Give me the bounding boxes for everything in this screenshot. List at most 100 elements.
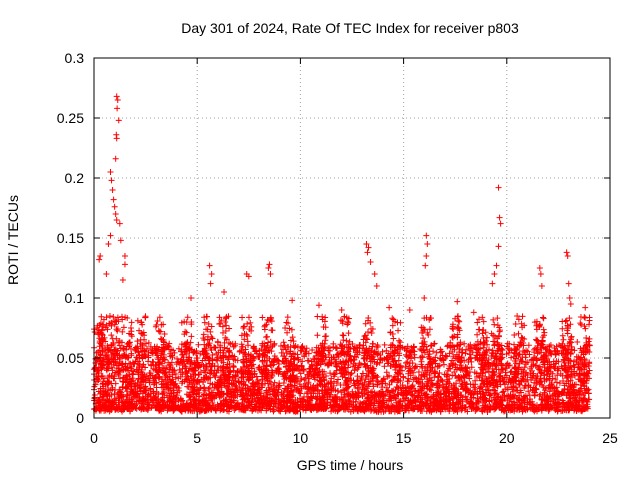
data-point <box>437 349 444 356</box>
data-point <box>281 342 288 349</box>
data-point <box>91 364 98 371</box>
data-point <box>97 394 104 401</box>
data-point <box>395 327 402 334</box>
data-point <box>553 358 560 365</box>
data-point <box>519 408 526 415</box>
data-point <box>305 357 312 364</box>
data-point <box>561 385 568 392</box>
data-point <box>224 390 231 397</box>
data-point <box>435 363 442 370</box>
data-point <box>486 346 493 353</box>
data-point <box>118 313 125 320</box>
data-point <box>161 394 168 401</box>
data-point <box>412 387 419 394</box>
data-point <box>504 340 511 347</box>
data-point <box>556 380 563 387</box>
data-points <box>91 93 593 415</box>
data-point <box>525 342 532 349</box>
data-point <box>247 319 254 326</box>
data-point <box>172 371 179 378</box>
data-point <box>470 394 477 401</box>
data-point <box>381 341 388 348</box>
data-point <box>98 313 105 320</box>
data-point <box>285 320 292 327</box>
data-point <box>151 380 158 387</box>
data-point <box>333 380 340 387</box>
data-point <box>184 314 191 321</box>
data-point <box>494 383 501 390</box>
data-point <box>128 350 135 357</box>
data-point <box>544 393 551 400</box>
data-point <box>391 353 398 360</box>
data-point <box>383 384 390 391</box>
data-point <box>415 369 422 376</box>
data-point <box>137 388 144 395</box>
data-point <box>230 343 237 350</box>
data-point <box>339 332 346 339</box>
data-point <box>386 381 393 388</box>
data-point <box>164 381 171 388</box>
data-point <box>351 353 358 360</box>
data-point <box>402 364 409 371</box>
data-point <box>467 341 474 348</box>
data-point <box>452 372 459 379</box>
data-point <box>432 369 439 376</box>
data-point <box>188 333 195 340</box>
data-point <box>211 372 218 379</box>
data-point <box>299 358 306 365</box>
data-point <box>156 328 163 335</box>
data-point <box>343 344 350 351</box>
data-point <box>508 368 515 375</box>
data-point <box>149 358 156 365</box>
data-point <box>389 377 396 384</box>
data-point <box>211 344 218 351</box>
data-point <box>462 350 469 357</box>
data-point <box>349 363 356 370</box>
data-point <box>112 369 119 376</box>
data-point <box>354 373 361 380</box>
data-point <box>386 372 393 379</box>
data-point <box>507 369 514 376</box>
data-point <box>283 319 290 326</box>
data-point <box>451 368 458 375</box>
data-point <box>554 372 561 379</box>
data-point <box>201 319 208 326</box>
data-point <box>446 350 453 357</box>
data-point <box>314 313 321 320</box>
data-point <box>334 363 341 370</box>
data-point <box>201 384 208 391</box>
data-point <box>202 387 209 394</box>
data-point <box>203 326 210 333</box>
data-point <box>466 368 473 375</box>
data-point <box>400 374 407 381</box>
data-point <box>302 407 309 414</box>
data-point <box>239 314 246 321</box>
data-point <box>356 380 363 387</box>
data-point <box>348 370 355 377</box>
data-point <box>105 374 112 381</box>
data-point <box>404 347 411 354</box>
data-point <box>225 348 232 355</box>
data-point <box>384 373 391 380</box>
data-point <box>327 370 334 377</box>
data-point <box>212 374 219 381</box>
data-point <box>270 382 277 389</box>
data-point <box>322 337 329 344</box>
data-point <box>383 369 390 376</box>
data-point <box>312 376 319 383</box>
data-point <box>428 387 435 394</box>
data-point <box>464 396 471 403</box>
data-point <box>396 337 403 344</box>
data-point <box>381 363 388 370</box>
data-point <box>346 397 353 404</box>
data-point <box>301 376 308 383</box>
data-point <box>278 349 285 356</box>
data-point <box>456 318 463 325</box>
data-point <box>271 379 278 386</box>
data-point <box>105 347 112 354</box>
data-point <box>502 369 509 376</box>
data-point <box>332 370 339 377</box>
data-point <box>345 320 352 327</box>
data-point <box>418 353 425 360</box>
